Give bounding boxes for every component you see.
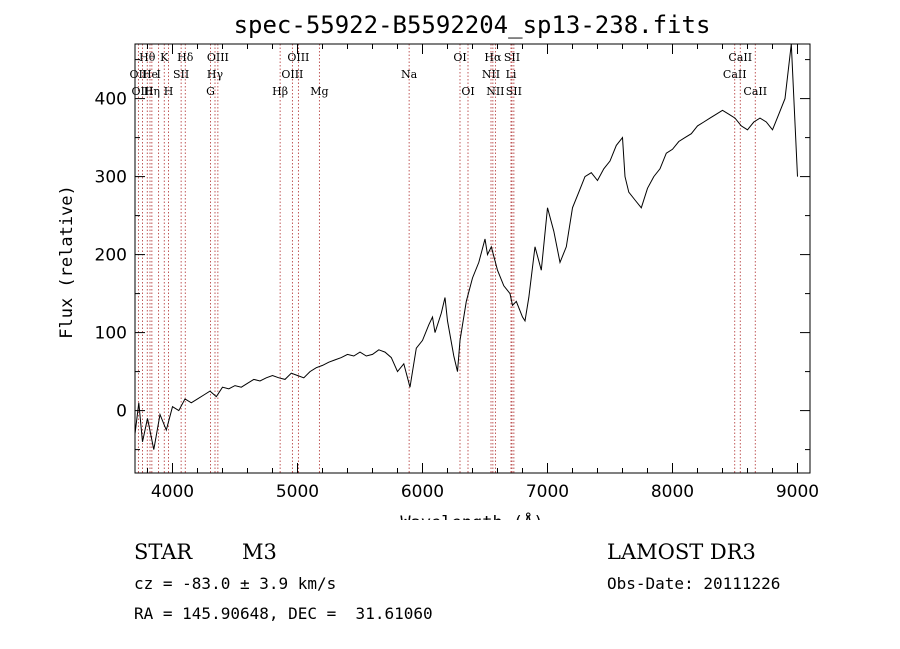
line-label: NII bbox=[482, 68, 500, 81]
x-tick-label: 8000 bbox=[651, 482, 694, 502]
line-label: Mg bbox=[310, 85, 328, 98]
line-label: He bbox=[142, 68, 158, 81]
emission-line-labels: Hθ OII OIII He Hη KI SII H Hδ OIII Hγ G OIII OIII Hβ Mg… bbox=[130, 51, 768, 98]
line-label: OI bbox=[461, 85, 474, 98]
line-label: Hδ bbox=[177, 51, 194, 64]
line-label: Hη bbox=[144, 85, 160, 98]
chart-title: spec-55922-B5592204_sp13-238.fits bbox=[234, 11, 711, 39]
line-label: OIII bbox=[131, 85, 153, 98]
line-label: SII bbox=[173, 68, 189, 81]
line-label: NII bbox=[486, 85, 504, 98]
x-tick-label: 7000 bbox=[526, 482, 569, 502]
line-label: H bbox=[164, 85, 174, 98]
y-tick-label: 200 bbox=[95, 246, 127, 266]
emission-line-markers bbox=[137, 44, 756, 473]
line-label: Hγ bbox=[207, 68, 224, 81]
y-tick-label: 0 bbox=[116, 402, 127, 422]
line-label: OIII bbox=[287, 51, 309, 64]
y-axis-ticks: 0 100 200 300 400 bbox=[95, 59, 810, 451]
line-label: Li bbox=[506, 68, 517, 81]
line-label: Hθ bbox=[139, 51, 156, 64]
object-class: STAR bbox=[134, 540, 193, 564]
spectrum-chart: spec-55922-B5592204_sp13-238.fits HθOIIO… bbox=[57, 11, 819, 520]
y-axis-label: Flux (relative) bbox=[57, 185, 77, 339]
coordinates: RA = 145.90648, DEC = 31.61060 bbox=[134, 604, 433, 623]
x-tick-label: 5000 bbox=[276, 482, 319, 502]
line-label: CaII bbox=[723, 68, 747, 81]
line-label: OI bbox=[453, 51, 466, 64]
line-label: OIII bbox=[281, 68, 303, 81]
observation-date: Obs-Date: 20111226 bbox=[607, 574, 781, 593]
x-axis-label: Wavelength (Å) bbox=[400, 511, 543, 520]
line-label: SII bbox=[504, 51, 520, 64]
x-tick-label: 9000 bbox=[776, 482, 819, 502]
x-axis-ticks: 4000 5000 6000 7000 8000 9000 bbox=[147, 44, 819, 502]
x-tick-label: 4000 bbox=[151, 482, 194, 502]
line-label: G bbox=[206, 85, 215, 98]
object-subclass: M3 bbox=[242, 540, 277, 564]
line-label: OIII bbox=[207, 51, 229, 64]
line-label: SII bbox=[506, 85, 522, 98]
survey-name: LAMOST DR3 bbox=[607, 540, 756, 564]
spectrum-line bbox=[134, 43, 798, 450]
plot-frame bbox=[134, 43, 811, 474]
redshift-cz: cz = -83.0 ± 3.9 km/s bbox=[134, 574, 337, 593]
line-label: Na bbox=[401, 68, 418, 81]
line-label: Hβ bbox=[272, 85, 288, 98]
line-label: OII bbox=[130, 68, 148, 81]
line-label: I bbox=[156, 68, 160, 81]
y-tick-label: 300 bbox=[95, 168, 127, 188]
line-label: CaII bbox=[728, 51, 752, 64]
line-label: Hα bbox=[484, 51, 502, 64]
y-tick-label: 100 bbox=[95, 324, 127, 344]
line-label: K bbox=[160, 51, 169, 64]
line-label: CaII bbox=[743, 85, 767, 98]
x-tick-label: 6000 bbox=[401, 482, 444, 502]
y-tick-label: 400 bbox=[95, 90, 127, 110]
